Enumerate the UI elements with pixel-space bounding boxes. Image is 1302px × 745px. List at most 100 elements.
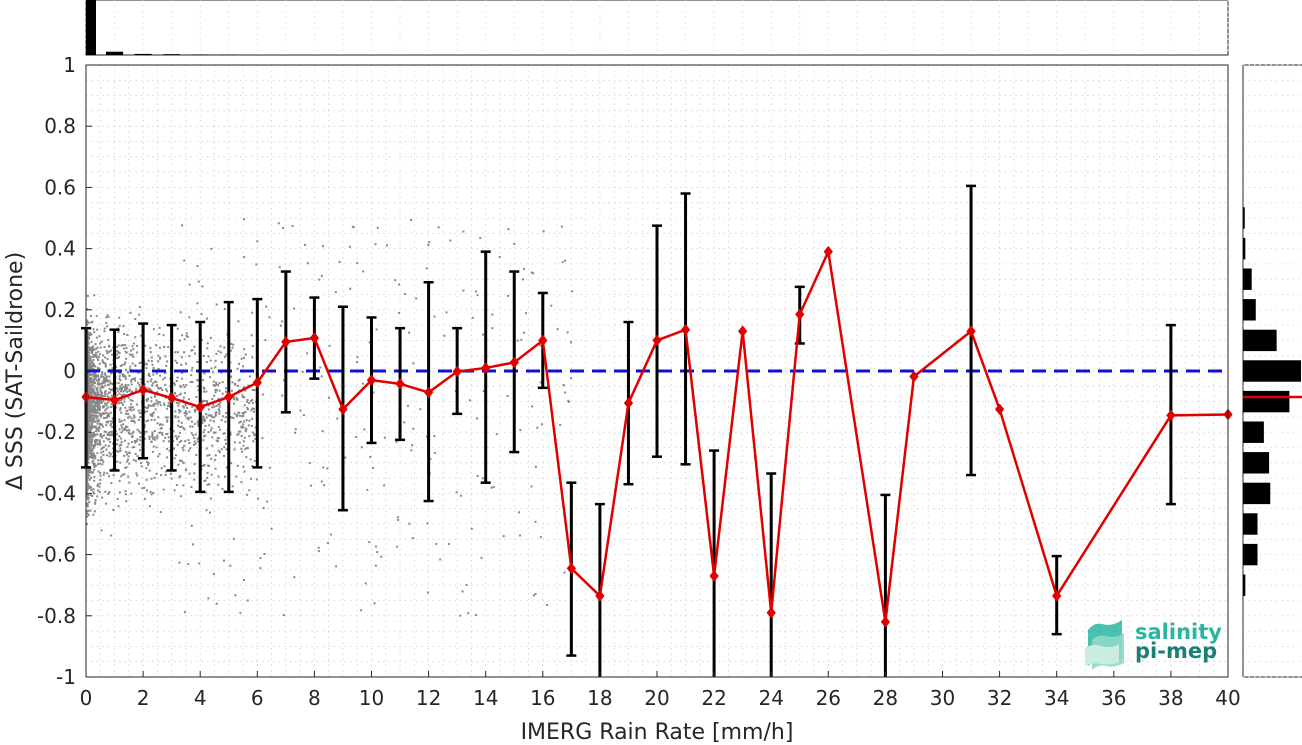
scatter-point: [363, 428, 366, 431]
scatter-point: [97, 383, 100, 386]
scatter-point: [183, 259, 186, 262]
scatter-point: [173, 457, 176, 460]
scatter-point: [126, 460, 129, 463]
scatter-point: [516, 339, 519, 342]
scatter-point: [120, 475, 123, 478]
scatter-point: [111, 353, 114, 356]
scatter-point: [206, 342, 209, 345]
scatter-point: [479, 237, 482, 240]
scatter-point: [88, 434, 91, 437]
scatter-point: [92, 401, 95, 404]
scatter-point: [190, 486, 193, 489]
scatter-point: [189, 416, 192, 419]
scatter-point: [91, 432, 94, 435]
scatter-point: [129, 368, 132, 371]
scatter-point: [150, 418, 153, 421]
scatter-point: [213, 416, 216, 419]
scatter-point: [208, 483, 211, 486]
scatter-point: [218, 402, 221, 405]
scatter-point: [360, 609, 363, 612]
scatter-point: [165, 456, 168, 459]
scatter-point: [117, 331, 120, 334]
scatter-point: [90, 486, 93, 489]
scatter-point: [126, 445, 129, 448]
scatter-point: [118, 324, 121, 327]
scatter-point: [230, 389, 233, 392]
scatter-point: [105, 411, 108, 414]
scatter-point: [308, 462, 311, 465]
scatter-point: [108, 350, 111, 353]
scatter-point: [106, 380, 109, 383]
scatter-point: [211, 371, 214, 374]
scatter-point: [108, 415, 111, 418]
scatter-point: [125, 357, 128, 360]
right-histogram: [1242, 64, 1302, 678]
scatter-point: [246, 400, 249, 403]
scatter-point: [495, 433, 498, 436]
scatter-point: [167, 404, 170, 407]
scatter-point: [131, 432, 134, 435]
scatter-point: [100, 529, 103, 532]
scatter-point: [93, 391, 96, 394]
scatter-point: [129, 433, 132, 436]
scatter-point: [126, 387, 129, 390]
scatter-point: [191, 425, 194, 428]
scatter-point: [107, 351, 110, 354]
scatter-point: [130, 492, 133, 495]
scatter-point: [320, 480, 323, 483]
scatter-point: [206, 347, 209, 350]
right-histogram-bar: [1243, 421, 1264, 443]
scatter-point: [262, 506, 265, 509]
scatter-point: [229, 349, 232, 352]
data-point-marker: [195, 401, 205, 413]
scatter-point: [88, 331, 91, 334]
scatter-point: [115, 449, 118, 452]
scatter-point: [118, 480, 121, 483]
scatter-point: [166, 432, 169, 435]
scatter-point: [482, 390, 485, 393]
scatter-point: [99, 458, 102, 461]
scatter-point: [90, 333, 93, 336]
scatter-point: [188, 441, 191, 444]
scatter-point: [110, 534, 113, 537]
scatter-point: [100, 447, 103, 450]
scatter-point: [327, 396, 330, 399]
scatter-point: [153, 418, 156, 421]
scatter-point: [131, 353, 134, 356]
scatter-point: [134, 336, 137, 339]
scatter-point: [86, 422, 89, 425]
scatter-point: [116, 394, 119, 397]
scatter-point: [203, 372, 206, 375]
scatter-point: [212, 420, 215, 423]
scatter-point: [214, 458, 217, 461]
scatter-point: [123, 389, 126, 392]
scatter-point: [151, 412, 154, 415]
scatter-point: [101, 371, 104, 374]
scatter-point: [119, 408, 122, 411]
scatter-point: [253, 407, 256, 410]
scatter-point: [130, 440, 133, 443]
scatter-point: [88, 478, 91, 481]
scatter-point: [106, 472, 109, 475]
scatter-point: [143, 437, 146, 440]
scatter-point: [91, 434, 94, 437]
scatter-point: [320, 274, 323, 277]
scatter-point: [163, 371, 166, 374]
scatter-point: [180, 224, 183, 227]
scatter-point: [210, 247, 213, 250]
scatter-point: [95, 398, 98, 401]
scatter-point: [96, 495, 99, 498]
scatter-point: [119, 407, 122, 410]
scatter-point: [183, 392, 186, 395]
scatter-point: [207, 408, 210, 411]
scatter-point: [261, 393, 264, 396]
scatter-point: [244, 448, 247, 451]
scatter-point: [253, 434, 256, 437]
scatter-point: [86, 505, 89, 508]
scatter-point: [86, 495, 89, 498]
scatter-point: [99, 443, 102, 446]
scatter-point: [175, 361, 178, 364]
scatter-point: [92, 452, 95, 455]
scatter-point: [130, 391, 133, 394]
scatter-point: [180, 425, 183, 428]
